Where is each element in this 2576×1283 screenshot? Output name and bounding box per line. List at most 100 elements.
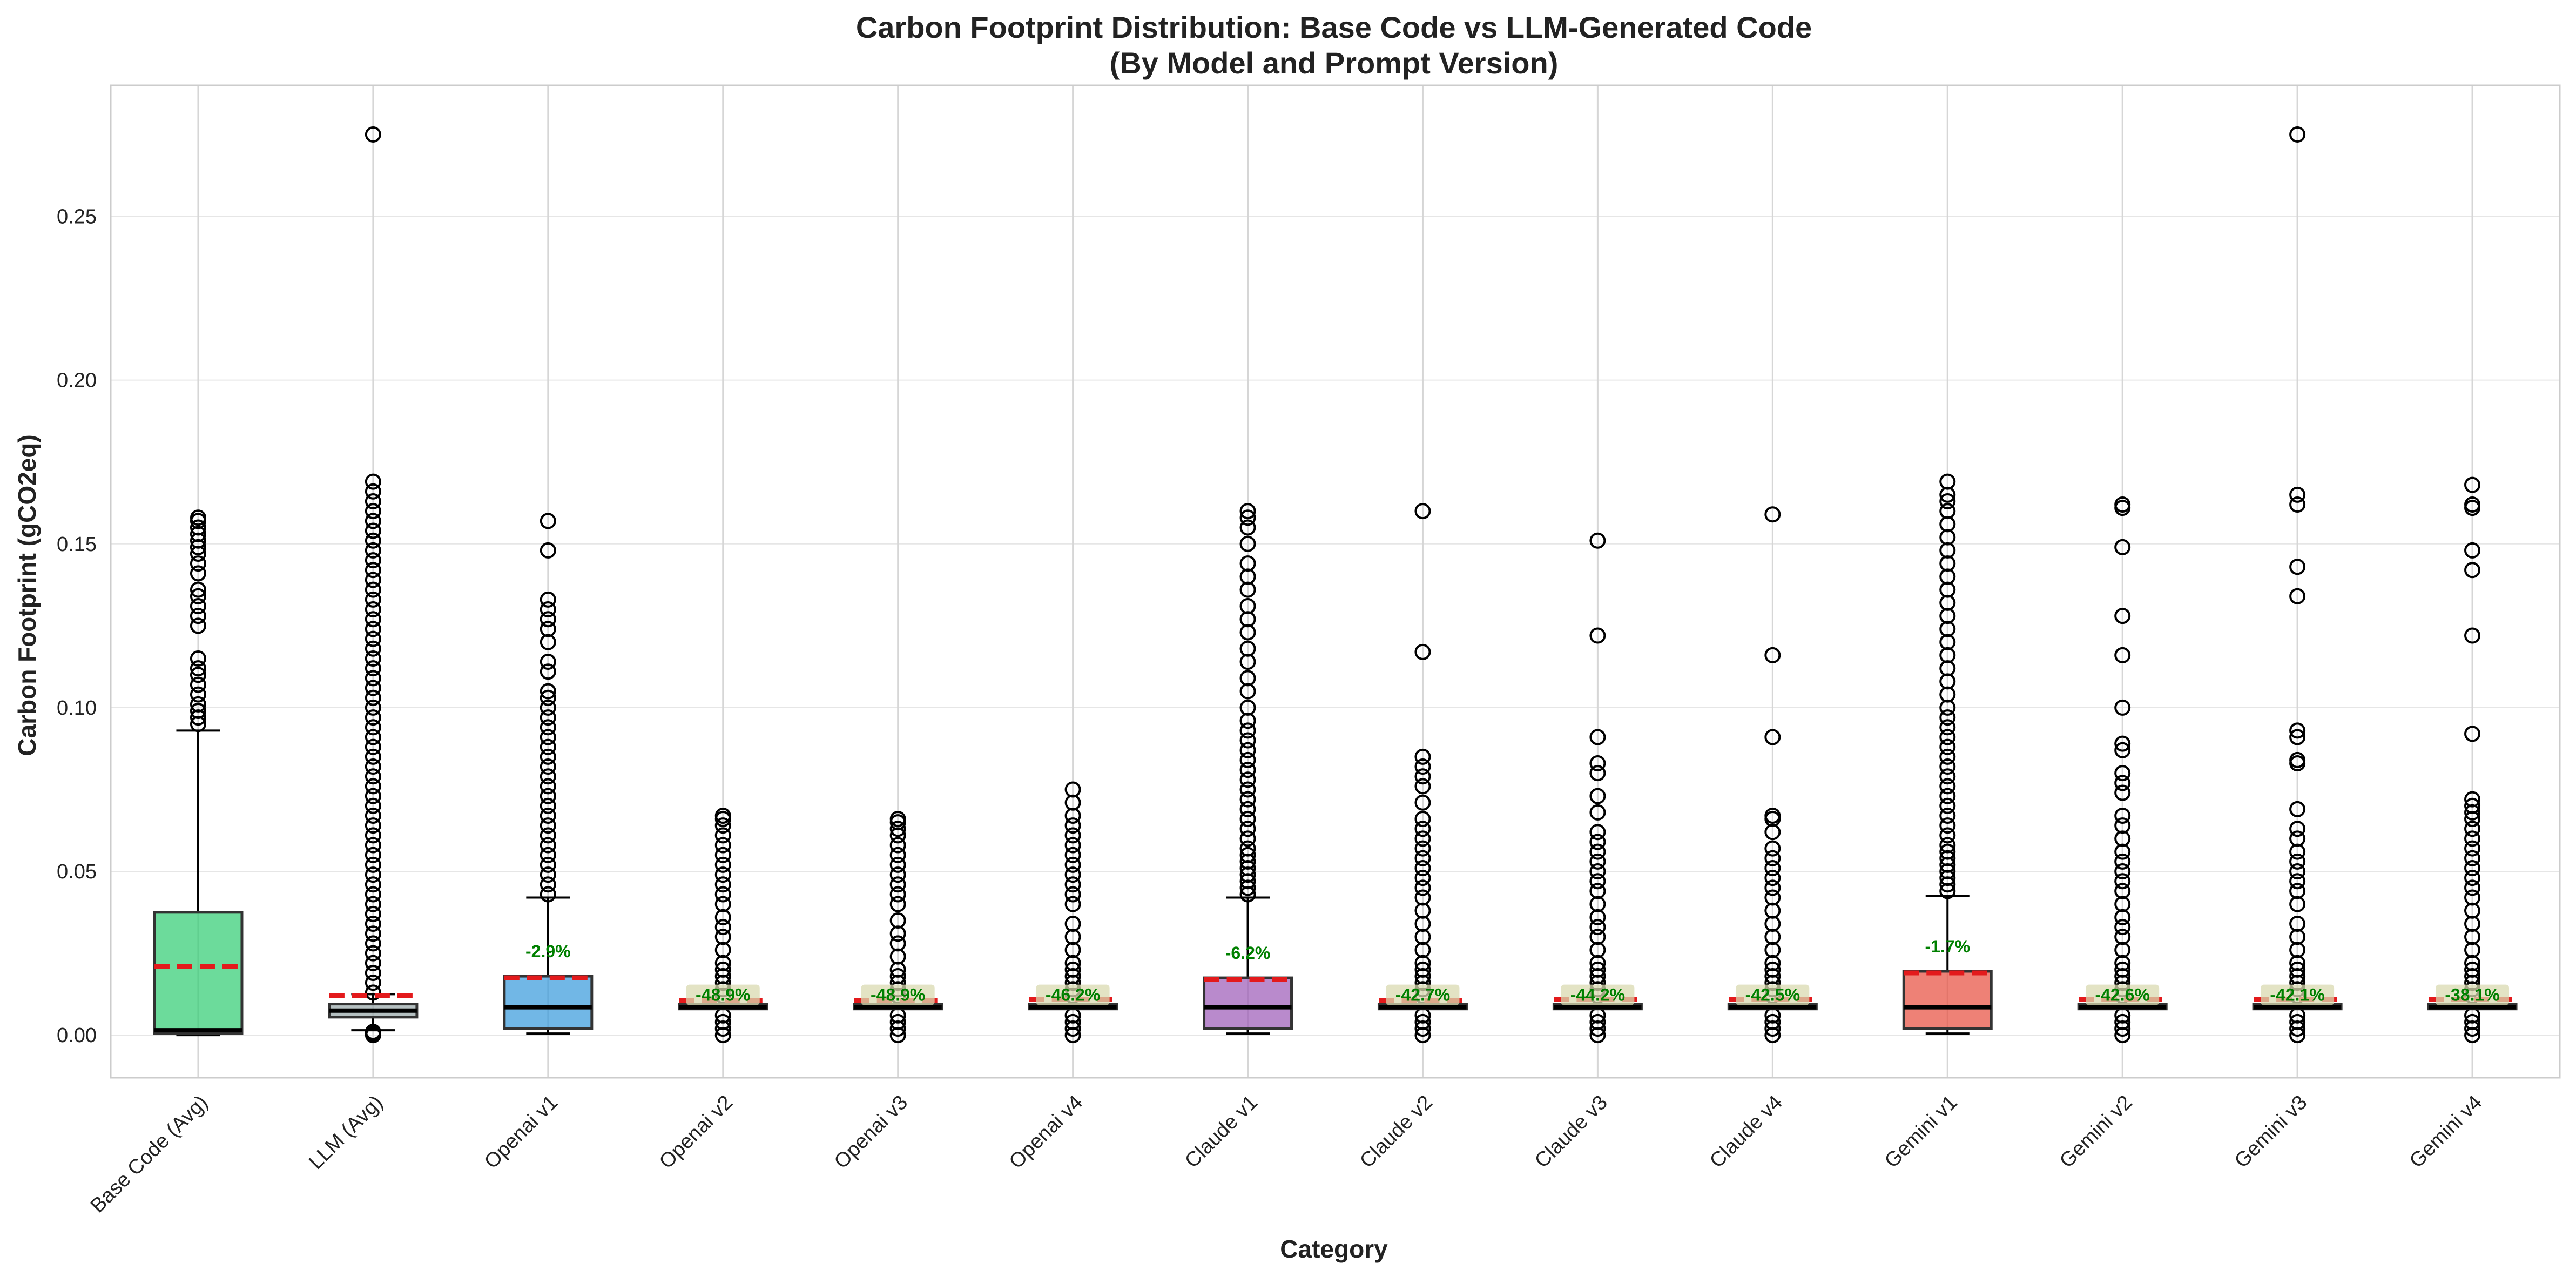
outlier-point	[190, 676, 206, 693]
outlier-point	[2289, 801, 2306, 817]
outlier-point	[2114, 863, 2131, 880]
outlier-point	[540, 856, 556, 873]
outlier-point	[540, 621, 556, 637]
outlier-point	[365, 945, 381, 962]
outlier-point	[365, 493, 381, 509]
outlier-point	[1764, 647, 1781, 663]
outlier-point	[2464, 726, 2481, 742]
outlier-point	[1239, 597, 1256, 614]
outlier-point	[365, 522, 381, 539]
outlier-point	[1939, 729, 1956, 745]
outlier-point	[1589, 729, 1606, 745]
outlier-point	[1589, 765, 1606, 782]
box	[1203, 976, 1293, 1030]
outlier-point	[714, 827, 731, 844]
x-tick-label: Gemini v1	[1880, 1091, 1962, 1173]
outlier-point	[2464, 850, 2481, 866]
outlier-point	[365, 1024, 381, 1040]
x-tick-label: LLM (Avg)	[305, 1091, 387, 1174]
outlier-point	[1239, 791, 1256, 808]
outlier-point	[1239, 503, 1256, 520]
outlier-point	[365, 955, 381, 971]
outlier-point	[540, 699, 556, 716]
outlier-point	[2114, 883, 2131, 899]
outlier-point	[2289, 496, 2306, 513]
outlier-point	[540, 827, 556, 844]
outlier-point	[1414, 1013, 1431, 1030]
outlier-point	[1064, 916, 1081, 932]
outlier-point	[1939, 709, 1956, 726]
outlier-point	[889, 821, 906, 837]
outlier-point	[365, 640, 381, 657]
outlier-point	[714, 847, 731, 863]
outlier-point	[2289, 751, 2306, 768]
plot-area: 0.00 0.05 0.10 0.15 0.20 0.25 Base Code (Avg) L…	[57, 84, 2561, 1217]
outlier-point	[365, 916, 381, 932]
outlier-point	[1064, 847, 1081, 863]
outlier-point	[365, 886, 381, 903]
outlier-point	[2289, 486, 2306, 503]
outlier-point	[1239, 519, 1256, 536]
outlier-point	[1589, 834, 1606, 850]
outlier-point	[2464, 791, 2481, 808]
outlier-point	[365, 650, 381, 667]
outlier-point	[2114, 608, 2131, 624]
outlier-point	[2464, 562, 2481, 579]
outlier-point	[714, 929, 731, 945]
outlier-point	[540, 611, 556, 628]
outlier-point	[1764, 807, 1781, 824]
outlier-point	[2464, 859, 2481, 876]
change-label-bg	[1036, 984, 1110, 1005]
outlier-point	[365, 807, 381, 824]
outlier-point	[540, 817, 556, 834]
outlier-point	[2464, 879, 2481, 896]
outlier-point	[714, 866, 731, 883]
outlier-point	[365, 473, 381, 490]
outlier-point	[1589, 532, 1606, 549]
outlier-point	[1589, 1013, 1606, 1030]
outlier-point	[1064, 896, 1081, 912]
outlier-point	[1239, 509, 1256, 526]
outlier-point	[1939, 503, 1956, 520]
outlier-point	[540, 847, 556, 863]
outlier-point	[1239, 840, 1256, 857]
outlier-point	[1414, 643, 1431, 660]
outlier-point	[1939, 758, 1956, 775]
outlier-point	[190, 696, 206, 713]
outlier-point	[2464, 889, 2481, 906]
outlier-point	[365, 709, 381, 726]
box	[503, 975, 594, 1030]
outlier-point	[1064, 856, 1081, 873]
outlier-point	[714, 807, 731, 824]
outlier-point	[1414, 503, 1431, 520]
outlier-point	[540, 513, 556, 529]
outlier-point	[365, 768, 381, 785]
outlier-point	[1589, 788, 1606, 804]
outlier-point	[1239, 742, 1256, 758]
outlier-point	[889, 1013, 906, 1030]
outlier-point	[1589, 919, 1606, 936]
outlier-point	[714, 896, 731, 912]
y-tick-label: 0.25	[57, 206, 97, 229]
outlier-point	[2289, 916, 2306, 932]
outlier-point	[1589, 843, 1606, 860]
outlier-point	[2114, 742, 2131, 758]
outlier-point	[190, 686, 206, 703]
outlier-point	[1064, 837, 1081, 854]
outlier-point	[1414, 961, 1431, 978]
outlier-point	[2114, 647, 2131, 663]
change-label-bg	[2086, 984, 2160, 1005]
outlier-point	[2289, 729, 2306, 745]
outlier-point	[540, 866, 556, 883]
outlier-point	[540, 788, 556, 804]
outlier-point	[1064, 827, 1081, 844]
outlier-point	[1939, 843, 1956, 860]
outlier-point	[365, 778, 381, 795]
outlier-point	[365, 630, 381, 647]
outlier-point	[2114, 765, 2131, 782]
outlier-point	[889, 886, 906, 903]
outlier-point	[365, 984, 381, 1001]
outlier-point	[2114, 496, 2131, 513]
outlier-point	[2114, 961, 2131, 978]
outlier-point	[365, 562, 381, 579]
